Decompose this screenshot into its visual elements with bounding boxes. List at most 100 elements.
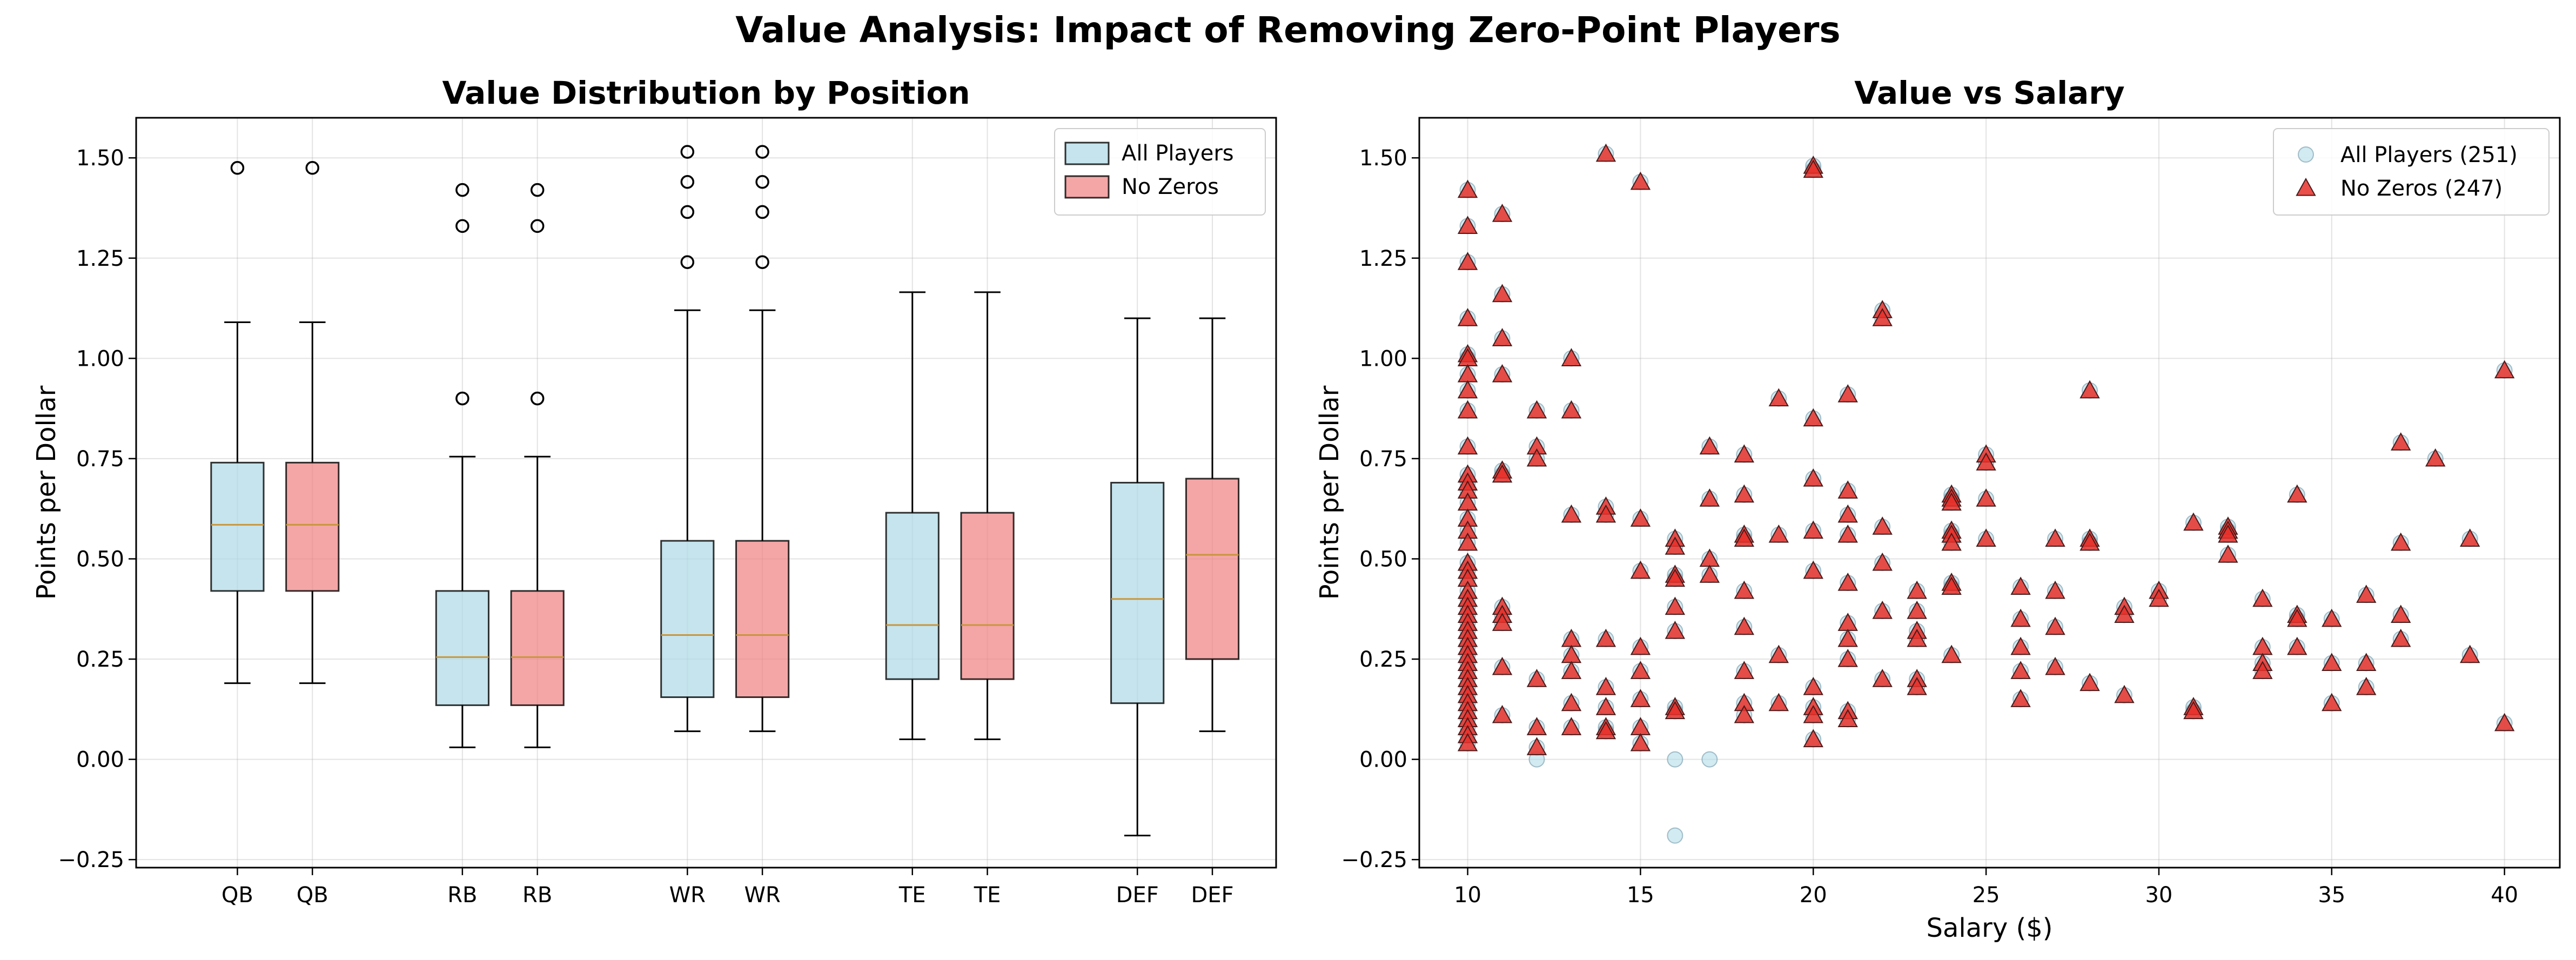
no-zeros-point [2010, 576, 2031, 595]
box-te-all-players [885, 291, 940, 740]
no-zeros-point [1492, 613, 1513, 631]
box-body [510, 590, 565, 706]
no-zeros-point [1457, 400, 1478, 419]
no-zeros-point [1630, 689, 1651, 707]
scatter-y-tick-label: −0.25 [1341, 848, 1407, 872]
no-zeros-point [2391, 432, 2411, 451]
scatter-legend: All Players (251) No Zeros (247) [2273, 128, 2550, 216]
no-zeros-point [2010, 608, 2031, 627]
no-zeros-point [1734, 444, 1755, 463]
no-zeros-point [1457, 216, 1478, 234]
no-zeros-point [2287, 608, 2307, 627]
box-qb-no-zeros [285, 161, 340, 684]
scatter-plot-frame [1418, 117, 2561, 869]
scatter-y-tick-label: 0.50 [1359, 547, 1407, 572]
no-zeros-point [2045, 616, 2065, 635]
no-zeros-point [1803, 408, 1823, 427]
legend-frame [2273, 128, 2550, 216]
box-x-tick-label: QB [297, 883, 328, 908]
box-x-tick-label: WR [669, 883, 706, 908]
no-zeros-point [2114, 605, 2135, 623]
no-zeros-point [1837, 384, 1858, 402]
no-zeros-point [1803, 729, 1823, 748]
all-players-point [1701, 751, 1718, 768]
no-zeros-point [2356, 676, 2377, 695]
box-rb-all-players [435, 183, 489, 748]
box-x-tick-label: RB [447, 883, 477, 908]
box-x-tick-label: RB [522, 883, 552, 908]
outlier-point [680, 255, 695, 269]
outlier-point [755, 205, 769, 219]
no-zeros-point [1872, 516, 1893, 535]
no-zeros-point [1561, 400, 1582, 419]
box-x-tick-label: DEF [1116, 883, 1159, 908]
series-no-zeros [1457, 143, 2515, 755]
no-zeros-point [1837, 628, 1858, 647]
no-zeros-point [2010, 661, 2031, 679]
no-zeros-point [1595, 628, 1616, 647]
box-def-all-players [1110, 317, 1165, 837]
no-zeros-point [1630, 661, 1651, 679]
no-zeros-point [2459, 645, 2480, 663]
box-y-axis-label: Points per Dollar [31, 385, 62, 600]
legend-swatch [1064, 142, 1110, 165]
no-zeros-point [2252, 661, 2273, 679]
box-body [1185, 478, 1240, 660]
outlier-point [455, 183, 469, 197]
box-wr-no-zeros [735, 145, 790, 733]
no-zeros-point [2287, 484, 2307, 503]
no-zeros-point [2149, 588, 2169, 607]
outlier-point [680, 145, 695, 159]
no-zeros-point [2252, 588, 2273, 607]
no-zeros-point [2494, 360, 2515, 379]
no-zeros-point [1526, 669, 1547, 687]
no-zeros-point [1803, 704, 1823, 723]
no-zeros-point [1941, 532, 1962, 551]
no-zeros-point [1665, 596, 1686, 615]
scatter-y-tick-label: 1.50 [1359, 146, 1407, 171]
outlier-point [230, 161, 245, 175]
no-zeros-point [1561, 693, 1582, 711]
no-zeros-point [2425, 448, 2446, 467]
no-zeros-point [1907, 628, 1927, 647]
outlier-point [530, 183, 545, 197]
box-y-tick-label: 0.75 [76, 447, 124, 472]
outlier-point [680, 205, 695, 219]
no-zeros-point [1837, 648, 1858, 667]
no-zeros-point [1492, 656, 1513, 675]
no-zeros-point [1803, 159, 1823, 178]
no-zeros-point [2356, 653, 2377, 672]
legend-swatch [1064, 175, 1110, 199]
no-zeros-point [1492, 364, 1513, 382]
box-x-tick-label: TE [974, 883, 1001, 908]
scatter-y-tick-label: 0.75 [1359, 447, 1407, 472]
no-zeros-point [2356, 585, 2377, 603]
no-zeros-point [1976, 452, 1996, 471]
box-x-tick-label: TE [898, 883, 926, 908]
legend-marker-triangle [2296, 177, 2316, 196]
box-plot-panel: −0.25 0.00 0.25 0.50 0.75 1.00 1.25 1.50 Value D… [31, 75, 1277, 908]
no-zeros-point [1492, 464, 1513, 483]
no-zeros-point [1941, 645, 1962, 663]
scatter-y-tick-label: 0.25 [1359, 647, 1407, 672]
no-zeros-point [1457, 532, 1478, 551]
no-zeros-point [1492, 284, 1513, 303]
no-zeros-point [2079, 532, 2100, 551]
no-zeros-point [1837, 709, 1858, 727]
no-zeros-point [1492, 328, 1513, 346]
box-body [960, 512, 1015, 680]
scatter-title: Value vs Salary [1854, 75, 2124, 111]
no-zeros-point [1768, 693, 1789, 711]
no-zeros-point [1492, 704, 1513, 723]
no-zeros-point [2322, 653, 2342, 672]
no-zeros-point [2391, 532, 2411, 551]
no-zeros-point [1561, 661, 1582, 679]
no-zeros-point [1907, 580, 1927, 599]
no-zeros-point [1630, 508, 1651, 527]
box-y-tick-label: −0.25 [58, 848, 124, 872]
no-zeros-point [1595, 676, 1616, 695]
legend-marker-circle [2298, 146, 2314, 163]
no-zeros-point [1734, 528, 1755, 547]
box-body [210, 461, 265, 592]
